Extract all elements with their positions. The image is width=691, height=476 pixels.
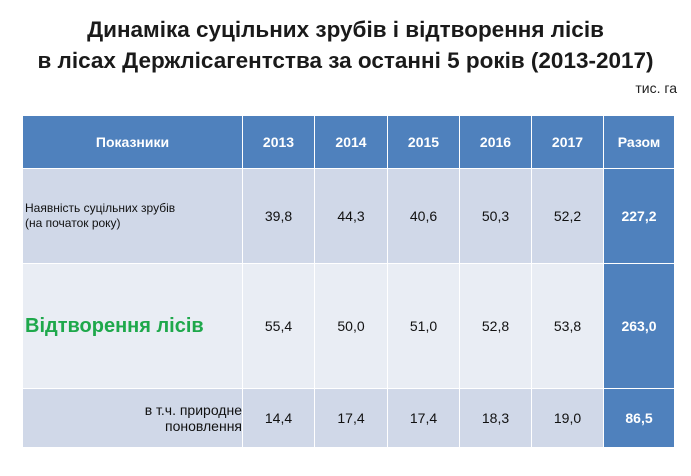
- table-cell: 50,0: [314, 263, 388, 389]
- table-row-clearcuts: Наявність суцільних зрубів (на початок р…: [22, 168, 675, 264]
- column-header-2013: 2013: [242, 115, 315, 169]
- table-cell: 44,3: [314, 168, 388, 264]
- table-cell: 19,0: [531, 388, 604, 448]
- data-table: Показники 2013 2014 2015 2016 2017 Разом…: [22, 115, 675, 448]
- title-line-2: в лісах Держлісагентства за останні 5 ро…: [37, 48, 654, 73]
- table-cell: 17,4: [387, 388, 460, 448]
- page-title: Динаміка суцільних зрубів і відтворення …: [0, 14, 691, 76]
- table-row-reforestation: Відтворення лісів 55,4 50,0 51,0 52,8 53…: [22, 263, 675, 389]
- unit-label: тис. га: [635, 80, 677, 96]
- column-header-2015: 2015: [387, 115, 460, 169]
- table-header-row: Показники 2013 2014 2015 2016 2017 Разом: [22, 115, 675, 169]
- total-cell: 227,2: [603, 168, 675, 264]
- table-cell: 53,8: [531, 263, 604, 389]
- column-header-2017: 2017: [531, 115, 604, 169]
- row-label: Наявність суцільних зрубів (на початок р…: [22, 168, 243, 264]
- row-label: в т.ч. природне поновлення: [22, 388, 243, 448]
- table-cell: 14,4: [242, 388, 315, 448]
- row-label-highlight: Відтворення лісів: [25, 314, 204, 337]
- table-cell: 52,2: [531, 168, 604, 264]
- column-header-indicators: Показники: [22, 115, 243, 169]
- title-line-1: Динаміка суцільних зрубів і відтворення …: [87, 17, 604, 42]
- row-label-line2: (на початок року): [25, 216, 121, 230]
- row-label-line1: Наявність суцільних зрубів: [25, 201, 176, 215]
- table-cell: 52,8: [459, 263, 532, 389]
- table-row-natural-regeneration: в т.ч. природне поновлення 14,4 17,4 17,…: [22, 388, 675, 448]
- table-cell: 18,3: [459, 388, 532, 448]
- table-cell: 39,8: [242, 168, 315, 264]
- column-header-total: Разом: [603, 115, 675, 169]
- table-cell: 55,4: [242, 263, 315, 389]
- row-label-line1: в т.ч. природне: [144, 402, 242, 418]
- table-cell: 50,3: [459, 168, 532, 264]
- column-header-2014: 2014: [314, 115, 388, 169]
- table-cell: 17,4: [314, 388, 388, 448]
- table-cell: 51,0: [387, 263, 460, 389]
- column-header-2016: 2016: [459, 115, 532, 169]
- total-cell: 263,0: [603, 263, 675, 389]
- table-cell: 40,6: [387, 168, 460, 264]
- row-label: Відтворення лісів: [22, 263, 243, 389]
- row-label-line2: поновлення: [165, 418, 242, 434]
- total-cell: 86,5: [603, 388, 675, 448]
